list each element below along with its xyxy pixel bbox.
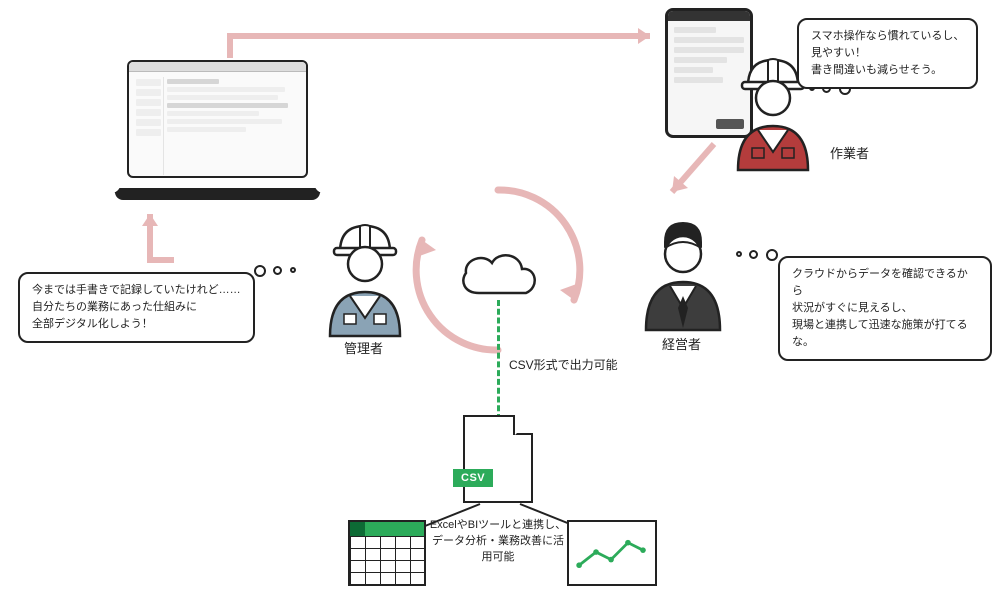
- diagram-stage: { "colors":{ "accent_green":"#2cab5a", "…: [0, 0, 992, 616]
- role-manager: 管理者: [344, 338, 383, 357]
- csv-file-icon: CSV: [463, 415, 533, 503]
- role-executive: 経営者: [662, 334, 701, 353]
- cloud-to-csv-line: [497, 300, 500, 420]
- bubble-executive: クラウドからデータを確認できるから 状況がすぐに見えるし、 現場と連携して迅速な…: [778, 256, 992, 361]
- bubble-exec-dots: [736, 248, 778, 266]
- chart-icon: [567, 520, 657, 586]
- person-executive: [628, 212, 738, 332]
- arrow-manager-to-laptop: [140, 200, 190, 265]
- bubble-worker: スマホ操作なら慣れているし、 見やすい！ 書き間違いも減らせそう。: [797, 18, 978, 89]
- cloud-icon: [454, 245, 544, 305]
- person-manager: [310, 218, 420, 338]
- laptop-mock: [115, 60, 320, 200]
- csv-export-caption: CSV形式で出力可能: [509, 356, 618, 373]
- bubble-manager-dots: [254, 264, 296, 282]
- csv-label: CSV: [453, 469, 493, 487]
- spreadsheet-icon: [348, 520, 426, 586]
- bubble-manager: 今までは手書きで記録していたけれど…… 自分たちの業務にあった仕組みに 全部デジ…: [18, 272, 255, 343]
- csv-usage-caption: ExcelやBIツールと連携し、 データ分析・業務改善に活用可能: [428, 516, 568, 564]
- role-worker: 作業者: [830, 143, 869, 162]
